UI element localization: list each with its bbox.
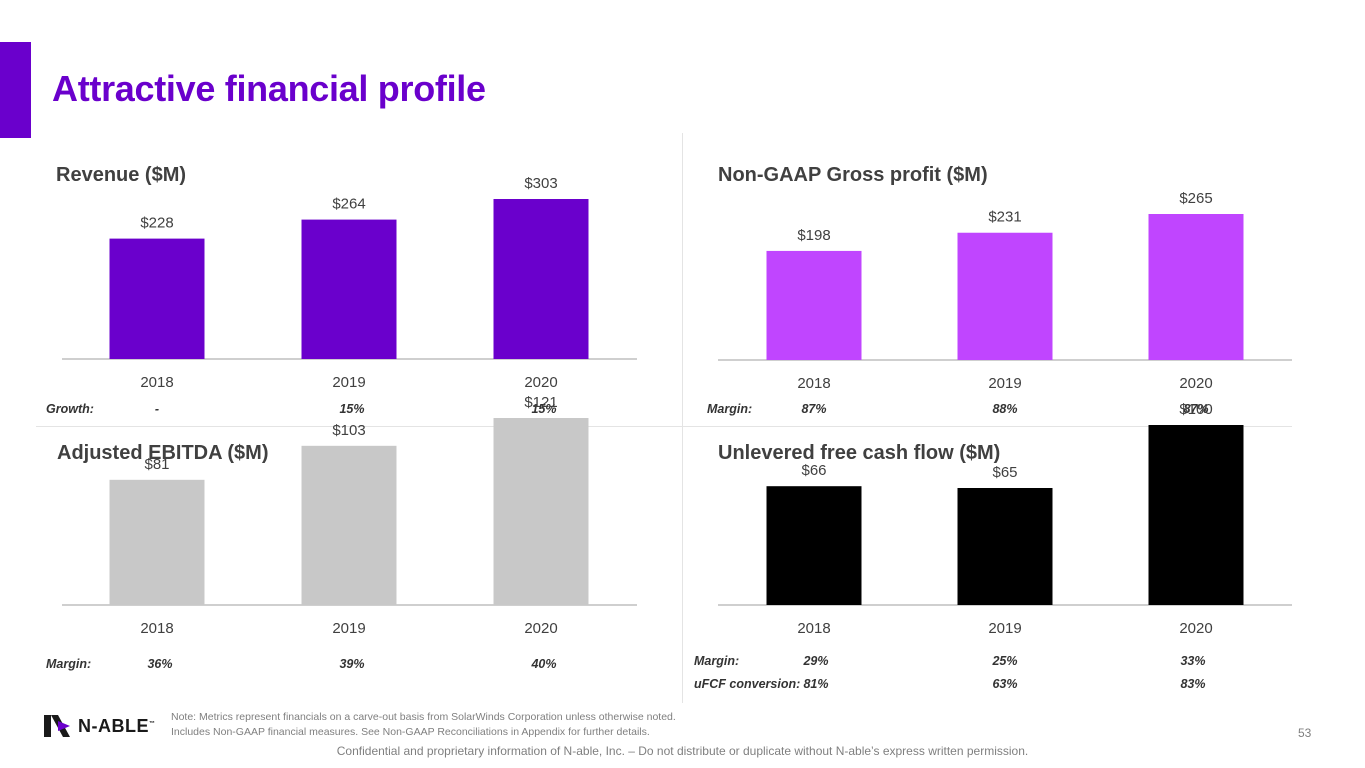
gross_profit-bar-2018 xyxy=(766,250,862,360)
gross_profit-category-label-2020: 2020 xyxy=(1179,375,1212,392)
revenue-data-label-2020: $303 xyxy=(524,175,557,192)
ufcf-data-label-2019: $65 xyxy=(992,464,1017,481)
ebitda-category-label-2018: 2018 xyxy=(140,620,173,637)
page-title: Attractive financial profile xyxy=(52,68,486,109)
revenue-data-label-2019: $264 xyxy=(332,196,365,213)
revenue-category-label-2018: 2018 xyxy=(140,374,173,391)
ebitda-margin-2020: 40% xyxy=(531,657,557,671)
revenue-category-label-2019: 2019 xyxy=(332,374,365,391)
ufcf-data-label-2020: $100 xyxy=(1179,401,1212,418)
gross_profit-bar-2020 xyxy=(1148,214,1244,360)
revenue-growth-2019: 15% xyxy=(339,402,365,416)
title-accent-bar xyxy=(0,42,31,138)
gross-profit-margin-2019: 88% xyxy=(992,402,1018,416)
footnote-line-1: Note: Metrics represent financials on a … xyxy=(171,711,676,723)
ebitda-bar-2020 xyxy=(493,418,589,605)
gross-profit-margin-2018: 87% xyxy=(801,402,827,416)
ebitda-data-label-2018: $81 xyxy=(144,456,169,473)
ufcf-bar-2020 xyxy=(1148,425,1244,605)
gross_profit-category-label-2019: 2019 xyxy=(988,375,1021,392)
gross_profit-data-label-2019: $231 xyxy=(988,209,1021,226)
n-able-logo-icon xyxy=(44,715,70,737)
ebitda-chart-title: Adjusted EBITDA ($M) xyxy=(57,442,269,464)
ufcf-conversion-2019: 63% xyxy=(992,677,1018,691)
page-number: 53 xyxy=(1298,726,1312,740)
ebitda-margin-2018: 36% xyxy=(147,657,173,671)
ufcf-data-label-2018: $66 xyxy=(801,462,826,479)
revenue-growth-2020: 15% xyxy=(531,402,557,416)
revenue-bar-2019 xyxy=(301,219,397,359)
revenue-data-label-2018: $228 xyxy=(140,215,173,232)
ufcf-conversion-label: uFCF conversion: xyxy=(694,677,801,691)
revenue-growth-label: Growth: xyxy=(46,402,94,416)
ebitda-bar-2018 xyxy=(109,479,205,605)
ebitda-category-label-2019: 2019 xyxy=(332,620,365,637)
ebitda-category-label-2020: 2020 xyxy=(524,620,557,637)
gross-profit-margin-2020: 87% xyxy=(1183,402,1209,416)
revenue-bar-2018 xyxy=(109,238,205,359)
ufcf-category-label-2018: 2018 xyxy=(797,620,830,637)
revenue-growth-2018: - xyxy=(154,402,160,416)
ebitda-data-label-2019: $103 xyxy=(332,422,365,439)
logo-wordmark: N-ABLE™ xyxy=(78,716,156,736)
ufcf-margin-2020: 33% xyxy=(1180,654,1206,668)
gross-profit-chart-title: Non-GAAP Gross profit ($M) xyxy=(718,164,988,186)
ufcf-category-label-2019: 2019 xyxy=(988,620,1021,637)
confidentiality-notice: Confidential and proprietary information… xyxy=(336,744,1029,758)
ebitda-margin-2019: 39% xyxy=(339,657,365,671)
footnote-line-2: Includes Non-GAAP financial measures. Se… xyxy=(171,726,650,738)
ebitda-bar-2019 xyxy=(301,445,397,605)
ufcf-category-label-2020: 2020 xyxy=(1179,620,1212,637)
ufcf-margin-2018: 29% xyxy=(803,654,829,668)
gross-profit-margin-label: Margin: xyxy=(707,402,753,416)
revenue-category-label-2020: 2020 xyxy=(524,374,557,391)
gross_profit-data-label-2020: $265 xyxy=(1179,190,1212,207)
horizontal-divider xyxy=(36,426,1292,427)
vertical-divider xyxy=(682,133,683,703)
revenue-chart-title: Revenue ($M) xyxy=(56,164,187,186)
ufcf-bar-2019 xyxy=(957,488,1053,605)
gross_profit-bar-2019 xyxy=(957,232,1053,360)
ufcf-chart-title: Unlevered free cash flow ($M) xyxy=(718,442,1001,464)
gross_profit-category-label-2018: 2018 xyxy=(797,375,830,392)
ebitda-data-label-2020: $121 xyxy=(524,394,557,411)
ufcf-bar-2018 xyxy=(766,486,862,605)
ufcf-conversion-2020: 83% xyxy=(1180,677,1206,691)
footnote: Note: Metrics represent financials on a … xyxy=(171,710,676,740)
ebitda-margin-label: Margin: xyxy=(46,657,92,671)
gross_profit-data-label-2018: $198 xyxy=(797,227,830,244)
ufcf-margin-label: Margin: xyxy=(694,654,740,668)
ufcf-margin-2019: 25% xyxy=(992,654,1018,668)
ufcf-conversion-2018: 81% xyxy=(803,677,829,691)
revenue-bar-2020 xyxy=(493,199,589,359)
